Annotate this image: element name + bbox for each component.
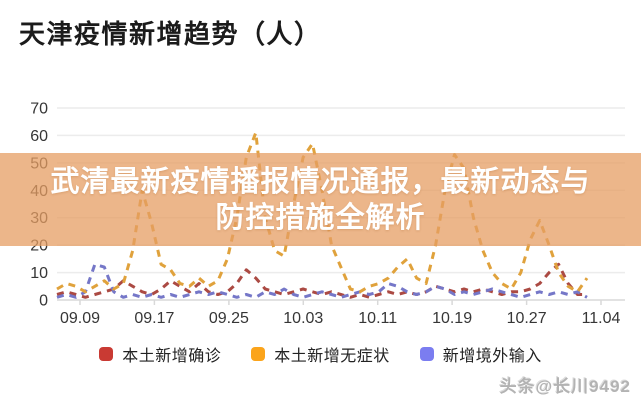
legend-item: 本土新增确诊: [99, 342, 221, 366]
legend-label: 本土新增确诊: [122, 348, 222, 365]
legend-label: 新增境外输入: [442, 348, 542, 365]
watermark: 头条@长川9492: [499, 377, 631, 396]
svg-text:0: 0: [39, 293, 48, 310]
chart-legend: 本土新增确诊 本土新增无症状 新增境外输入: [0, 342, 641, 366]
legend-item: 本土新增无症状: [251, 342, 390, 366]
chart-title: 天津疫情新增趋势（人）: [19, 19, 322, 49]
svg-text:70: 70: [30, 101, 48, 118]
svg-text:11.04: 11.04: [582, 310, 621, 327]
headline-line-1: 武清最新疫情播报情况通报，最新动态与: [50, 165, 591, 198]
legend-swatch-icon: [251, 347, 266, 361]
headline-overlay-banner: 武清最新疫情播报情况通报，最新动态与 防控措施全解析: [0, 153, 641, 246]
legend-swatch-icon: [419, 347, 434, 361]
svg-text:10.27: 10.27: [507, 310, 547, 327]
headline-line-2: 防控措施全解析: [215, 201, 426, 234]
legend-item: 新增境外输入: [419, 342, 542, 366]
legend-label: 本土新增无症状: [274, 348, 390, 365]
svg-text:09.09: 09.09: [60, 310, 100, 327]
svg-text:60: 60: [30, 128, 48, 145]
legend-swatch-icon: [99, 347, 114, 361]
svg-text:10.11: 10.11: [358, 310, 397, 327]
svg-text:10.03: 10.03: [283, 310, 323, 327]
svg-text:10.19: 10.19: [432, 310, 472, 327]
svg-text:09.25: 09.25: [209, 310, 249, 327]
svg-text:10: 10: [30, 265, 48, 282]
svg-text:09.17: 09.17: [134, 310, 174, 327]
